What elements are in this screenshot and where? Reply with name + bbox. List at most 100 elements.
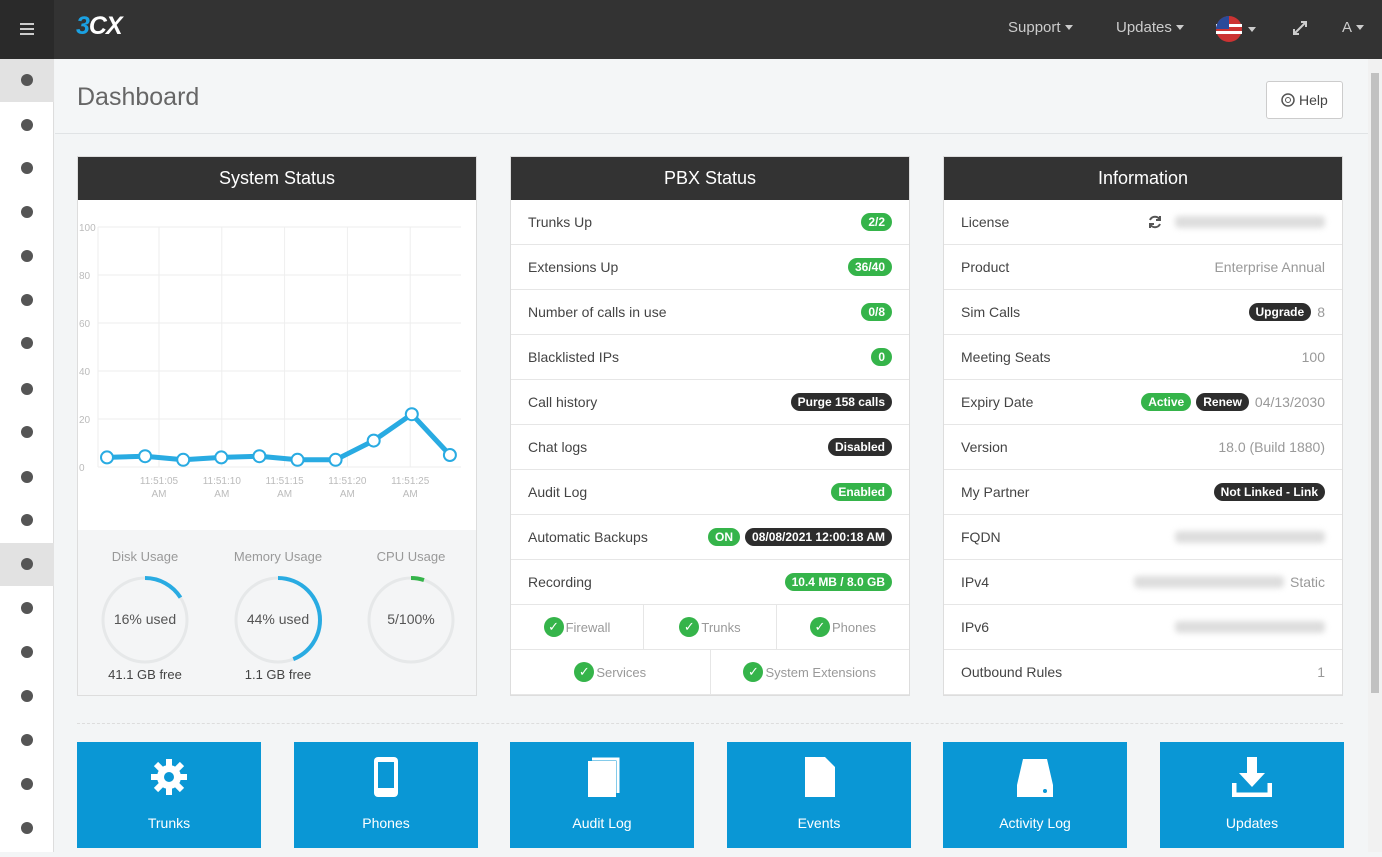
pbx-status-panel: PBX Status Trunks Up 2/2 Extensions Up 36/4…: [510, 156, 910, 696]
row-label: License: [961, 214, 1010, 230]
y-tick-label: 100: [79, 223, 96, 234]
badge[interactable]: Renew: [1196, 393, 1249, 411]
gauge-free: 41.1 GB free: [108, 667, 182, 682]
gauge-arc: [367, 576, 455, 664]
x-tick-label: 11:51:25 AM: [391, 476, 430, 500]
gauge: [101, 576, 189, 664]
tile[interactable]: Activity Log: [943, 742, 1127, 848]
info-row: Expiry Date Active Renew 04/13/2030: [944, 380, 1342, 425]
nav-icon[interactable]: [21, 471, 33, 483]
chart: 0 20 40 60 80 100 11:51:05 AM 11:51:10 AM 11:51…: [78, 200, 476, 530]
help-label[interactable]: Help: [1299, 92, 1328, 108]
gauge-label: Memory Usage: [233, 549, 323, 564]
status-row: Audit Log Enabled: [511, 470, 909, 515]
nav-icon[interactable]: [21, 646, 33, 658]
language-flag[interactable]: [1215, 15, 1260, 43]
badge: 2/2: [861, 213, 892, 231]
system-status-panel: System Status 0 20 40 60 80 100 11:51:05 AM 11…: [77, 156, 477, 696]
tile-label[interactable]: Updates: [1225, 815, 1279, 831]
status-row: Automatic Backups ON 08/08/2021 12:00:18 A…: [511, 515, 909, 560]
row-label: Automatic Backups: [528, 529, 648, 545]
row-label: Product: [961, 259, 1010, 275]
tile-icon[interactable]: [799, 757, 839, 797]
badge[interactable]: Not Linked - Link: [1213, 483, 1325, 501]
row-value: 1: [1317, 664, 1325, 680]
row-value: 100: [1301, 349, 1325, 365]
data-point: [176, 452, 191, 467]
gauge-arc: [234, 576, 322, 664]
check-item: ✓ Phones: [777, 605, 909, 649]
tile-icon[interactable]: [149, 757, 189, 797]
nav-icon[interactable]: [21, 778, 33, 790]
nav-icon[interactable]: [21, 602, 33, 614]
chart-svg: 0 20 40 60 80 100: [79, 223, 461, 474]
row-label: Trunks Up: [528, 214, 593, 230]
check-label: Phones: [831, 619, 877, 635]
nav-icon[interactable]: [21, 558, 33, 570]
gauge: [367, 576, 455, 664]
nav-icon[interactable]: [21, 294, 33, 306]
y-tick-label: 40: [79, 367, 91, 378]
nav-icon[interactable]: [21, 514, 33, 526]
gauge-value: 16% used: [113, 611, 177, 627]
tile-icon[interactable]: [1232, 757, 1272, 797]
tile[interactable]: Updates: [1160, 742, 1344, 848]
nav-icon[interactable]: [21, 690, 33, 702]
tile-label[interactable]: Events: [797, 815, 841, 831]
tile-label[interactable]: Audit Log: [572, 815, 632, 831]
support-menu[interactable]: Support: [1008, 19, 1073, 36]
nav-icon[interactable]: [21, 822, 33, 834]
nav-icon[interactable]: [21, 426, 33, 438]
check-row: ✓ Firewall ✓ Trunks ✓ Phones: [511, 605, 909, 650]
information-panel: Information License Product Enterprise Ann…: [943, 156, 1343, 696]
tile[interactable]: Events: [727, 742, 911, 848]
gauge-label: CPU Usage: [376, 549, 446, 564]
nav-icon[interactable]: [21, 383, 33, 395]
y-tick-label: 20: [79, 415, 91, 426]
redacted: [1175, 621, 1325, 633]
tile[interactable]: Trunks: [77, 742, 261, 848]
refresh-icon[interactable]: [1147, 214, 1163, 230]
row-label: Sim Calls: [961, 304, 1021, 320]
logo[interactable]: 3CX: [76, 12, 123, 40]
data-point: [214, 450, 229, 465]
check-icon: ✓: [679, 617, 700, 637]
nav-icon[interactable]: [21, 119, 33, 131]
check-label: Firewall: [565, 619, 611, 635]
nav-icon[interactable]: [21, 162, 33, 174]
data-point: [328, 452, 343, 467]
tile[interactable]: Phones: [294, 742, 478, 848]
nav-icon[interactable]: [21, 734, 33, 746]
tile-label[interactable]: Trunks: [147, 815, 191, 831]
check-item: ✓ System Extensions: [711, 650, 910, 694]
tile-label[interactable]: Phones: [362, 815, 410, 831]
help-button[interactable]: Help: [1266, 81, 1343, 119]
info-row: IPv4 Static: [944, 560, 1342, 605]
row-label: My Partner: [961, 484, 1030, 500]
nav-icon[interactable]: [21, 250, 33, 262]
title-bar: [55, 59, 1368, 134]
x-tick-label: 11:51:10 AM: [202, 476, 241, 500]
tile[interactable]: Audit Log: [510, 742, 694, 848]
tile-icon[interactable]: [1015, 757, 1055, 797]
row-label: Audit Log: [528, 484, 588, 500]
updates-menu[interactable]: Updates: [1116, 19, 1184, 36]
account-menu[interactable]: A: [1342, 19, 1364, 36]
row-label: Recording: [528, 574, 592, 590]
badge: 0: [871, 348, 892, 366]
panel-title: Information: [944, 157, 1342, 200]
nav-icon[interactable]: [21, 74, 33, 86]
menu-button[interactable]: [0, 0, 54, 59]
refresh-glyph: [1149, 215, 1161, 229]
nav-icon[interactable]: [21, 206, 33, 218]
tile-label[interactable]: Activity Log: [999, 815, 1071, 831]
row-value: 8: [1317, 304, 1325, 320]
tile-icon[interactable]: [366, 757, 406, 797]
tile-icon[interactable]: [582, 757, 622, 797]
badge[interactable]: Upgrade: [1248, 303, 1312, 321]
fullscreen[interactable]: [1292, 20, 1308, 36]
redacted: [1133, 576, 1284, 588]
nav-icon[interactable]: [21, 337, 33, 349]
badge[interactable]: Purge 158 calls: [790, 393, 892, 411]
